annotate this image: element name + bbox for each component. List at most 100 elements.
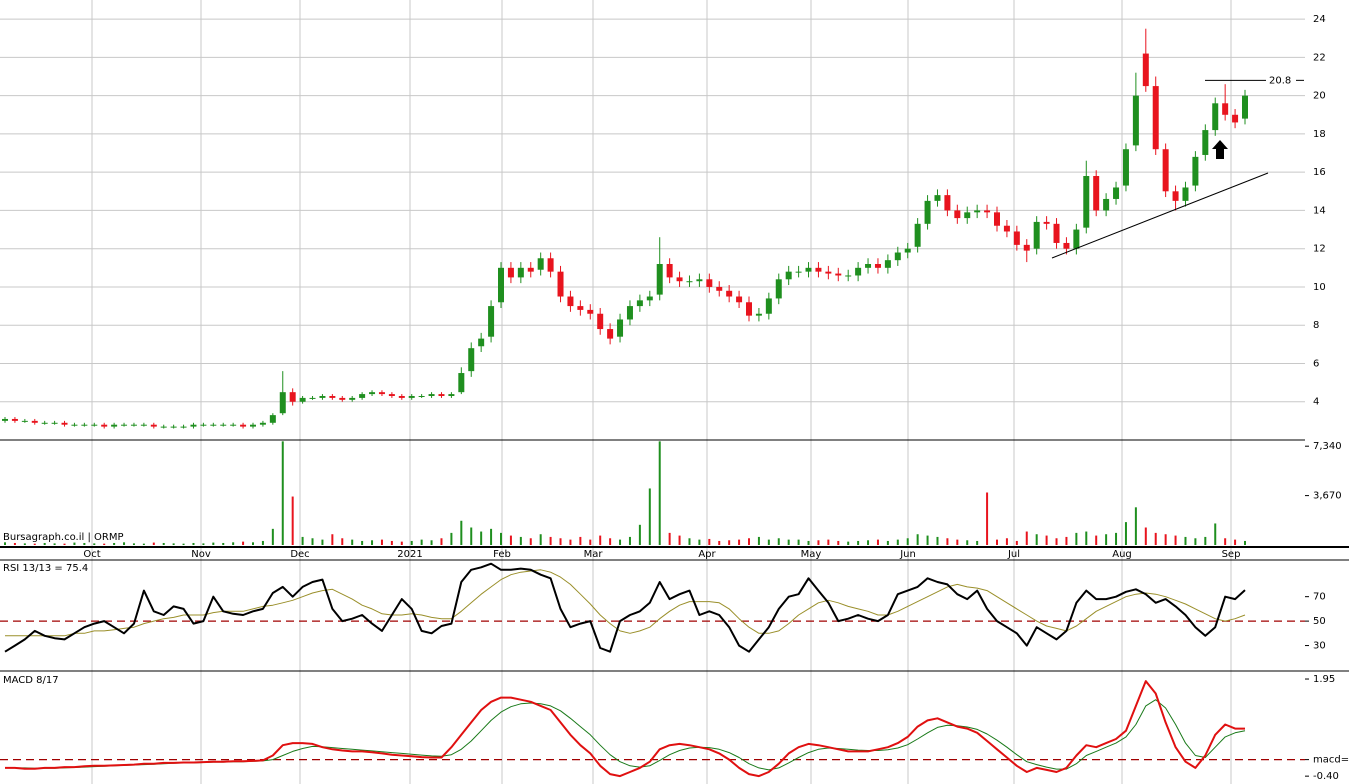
candle-body bbox=[805, 267, 812, 272]
y-tick-label: 7,340 bbox=[1313, 441, 1342, 452]
candle-body bbox=[1103, 198, 1110, 211]
volume-bar bbox=[1005, 538, 1008, 545]
volume-bar bbox=[93, 543, 96, 545]
volume-bar bbox=[123, 542, 126, 545]
volume-bar bbox=[509, 535, 512, 545]
candle-body bbox=[1122, 149, 1129, 186]
candle-body bbox=[646, 296, 653, 301]
volume-bar bbox=[400, 541, 403, 545]
y-tick-label: 30 bbox=[1313, 641, 1326, 652]
candle-body bbox=[835, 273, 842, 276]
candle-body bbox=[111, 424, 118, 427]
candle-body bbox=[91, 424, 98, 426]
candle-body bbox=[785, 271, 792, 280]
candle-body bbox=[567, 296, 574, 307]
candle-body bbox=[190, 424, 197, 427]
candle-body bbox=[815, 267, 822, 272]
candle-body bbox=[1053, 223, 1060, 243]
candle-body bbox=[61, 422, 68, 425]
candle-body bbox=[200, 424, 207, 426]
candle-body bbox=[1043, 221, 1050, 224]
candle-body bbox=[359, 394, 366, 398]
candle-body bbox=[398, 396, 405, 398]
candle-body bbox=[329, 396, 336, 398]
candle-body bbox=[498, 267, 504, 303]
volume-bar bbox=[519, 536, 522, 545]
volume-bar bbox=[638, 524, 641, 545]
volume-bar bbox=[777, 538, 780, 545]
candle-body bbox=[1023, 244, 1030, 251]
candle-body bbox=[468, 348, 475, 372]
candle-body bbox=[874, 264, 881, 268]
candle-body bbox=[1063, 242, 1070, 249]
y-tick-label: 14 bbox=[1313, 205, 1326, 216]
candle-body bbox=[240, 424, 247, 427]
candle-body bbox=[259, 422, 266, 425]
candle-body bbox=[448, 394, 455, 396]
volume-bar bbox=[222, 542, 225, 545]
candle-body bbox=[656, 264, 663, 295]
volume-bar bbox=[43, 542, 46, 545]
candle-body bbox=[140, 424, 147, 426]
panel-title: MACD 8/17 bbox=[3, 675, 59, 686]
candle-body bbox=[696, 279, 703, 282]
grid bbox=[0, 0, 1305, 784]
candle-body bbox=[706, 279, 713, 287]
y-tick-label: 22 bbox=[1313, 52, 1326, 63]
marks bbox=[2, 28, 1266, 778]
volume-bar bbox=[1045, 535, 1048, 545]
y-tick-label: 3,670 bbox=[1313, 491, 1342, 502]
candle-body bbox=[617, 319, 624, 337]
candle-body bbox=[1182, 187, 1189, 201]
y-tick-label: 12 bbox=[1313, 244, 1326, 255]
candle-body bbox=[170, 426, 177, 428]
volume-bar bbox=[609, 538, 612, 545]
candle-body bbox=[795, 271, 802, 273]
candle-body bbox=[587, 309, 594, 314]
volume-bar bbox=[857, 540, 860, 545]
volume-bar bbox=[410, 540, 413, 545]
trend-line bbox=[1051, 172, 1269, 259]
y-tick-label: 70 bbox=[1313, 592, 1326, 603]
volume-bar bbox=[817, 540, 820, 545]
volume-bar bbox=[1164, 534, 1167, 545]
x-tick-label: Jul bbox=[1007, 549, 1020, 560]
volume-bar bbox=[152, 542, 155, 545]
candle-body bbox=[1172, 191, 1179, 201]
volume-bar bbox=[956, 539, 959, 545]
volume-bar bbox=[63, 543, 66, 545]
candle-body bbox=[418, 396, 425, 397]
volume-bar bbox=[242, 541, 245, 545]
volume-bar bbox=[1194, 538, 1197, 545]
volume-bar bbox=[261, 540, 264, 545]
volume-bar bbox=[688, 538, 691, 545]
volume-bar bbox=[192, 542, 195, 545]
resistance-label: 20.8 bbox=[1269, 75, 1291, 86]
volume-bar bbox=[450, 532, 453, 545]
volume-bar bbox=[291, 496, 294, 545]
candle-body bbox=[954, 210, 961, 219]
volume-bar bbox=[708, 538, 711, 545]
volume-bar bbox=[976, 540, 979, 545]
volume-bar bbox=[579, 536, 582, 545]
arrow bbox=[1212, 140, 1228, 159]
candle-body bbox=[121, 424, 128, 426]
x-tick-label: Mar bbox=[584, 549, 604, 560]
volume-bar bbox=[1224, 538, 1227, 545]
volume-bar bbox=[430, 540, 433, 545]
x-tick-label: Aug bbox=[1112, 549, 1132, 560]
volume-bar bbox=[1015, 540, 1018, 545]
volume-bar bbox=[321, 539, 324, 545]
volume-bar bbox=[539, 534, 542, 545]
volume-bar bbox=[996, 539, 998, 545]
volume-bar bbox=[1124, 522, 1127, 545]
candle-body bbox=[180, 426, 187, 428]
volume-bar bbox=[1115, 532, 1118, 545]
volume-bar bbox=[480, 531, 483, 545]
volume-bar bbox=[896, 539, 899, 545]
volume-bar bbox=[728, 540, 731, 545]
indicator-line bbox=[5, 569, 1246, 637]
candle-body bbox=[1162, 149, 1169, 192]
